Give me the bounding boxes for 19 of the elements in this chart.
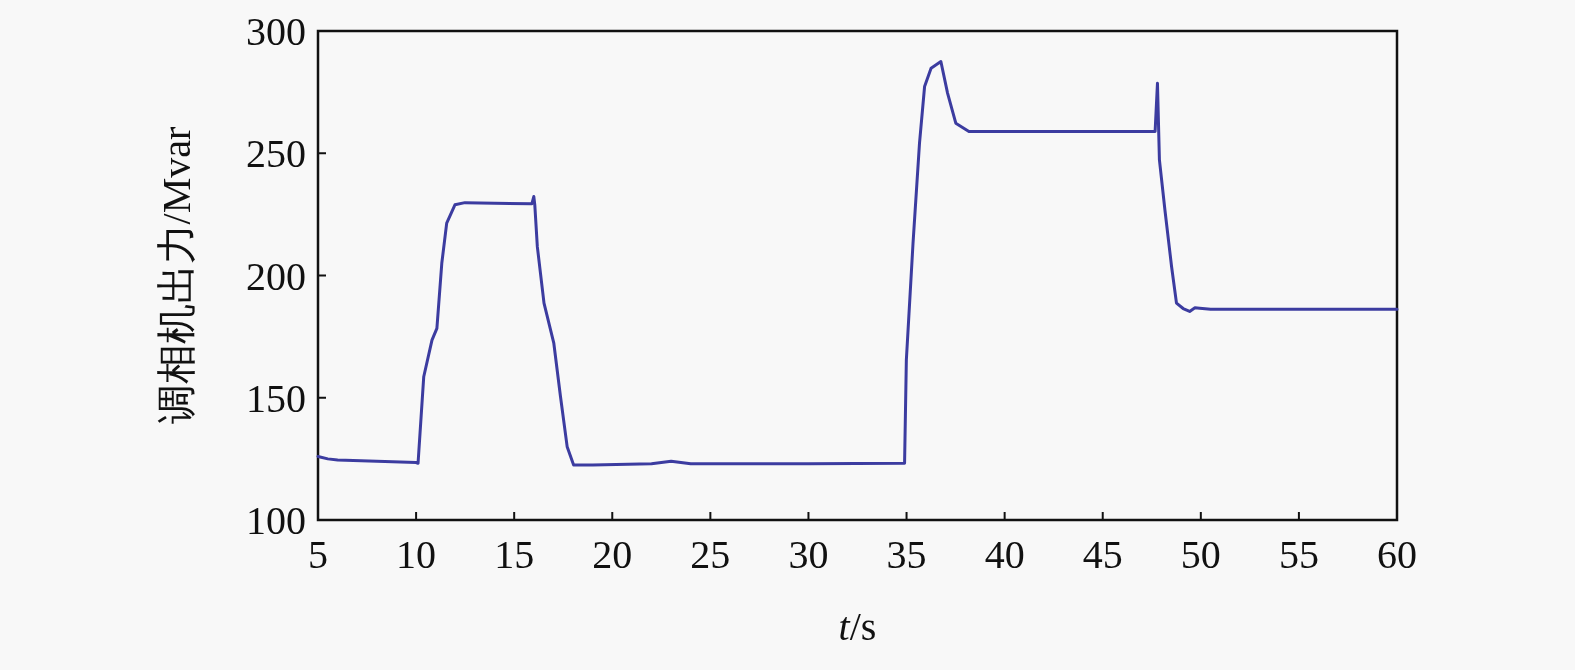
- x-tick-label: 5: [308, 532, 328, 577]
- x-axis-title: t/s: [838, 604, 877, 649]
- y-tick-label: 250: [246, 131, 306, 177]
- x-tick-label: 45: [1082, 532, 1123, 577]
- y-tick-label: 150: [246, 375, 306, 421]
- y-tick-label: 200: [246, 253, 306, 299]
- y-tick-label: 300: [246, 9, 306, 54]
- x-tick-label: 15: [494, 532, 535, 577]
- x-tick-label: 60: [1377, 532, 1417, 577]
- y-tick-label: 100: [246, 498, 306, 543]
- x-tick-label: 30: [788, 532, 829, 577]
- x-tick-label: 25: [690, 532, 731, 577]
- y-axis-title: 调相机出力/Mvar: [154, 126, 199, 425]
- x-tick-label: 40: [984, 532, 1025, 577]
- x-tick-label: 50: [1180, 532, 1221, 577]
- x-tick-label: 10: [396, 532, 437, 577]
- x-tick-label: 55: [1278, 532, 1319, 577]
- x-tick-label: 20: [592, 532, 633, 577]
- x-tick-label: 35: [886, 532, 927, 577]
